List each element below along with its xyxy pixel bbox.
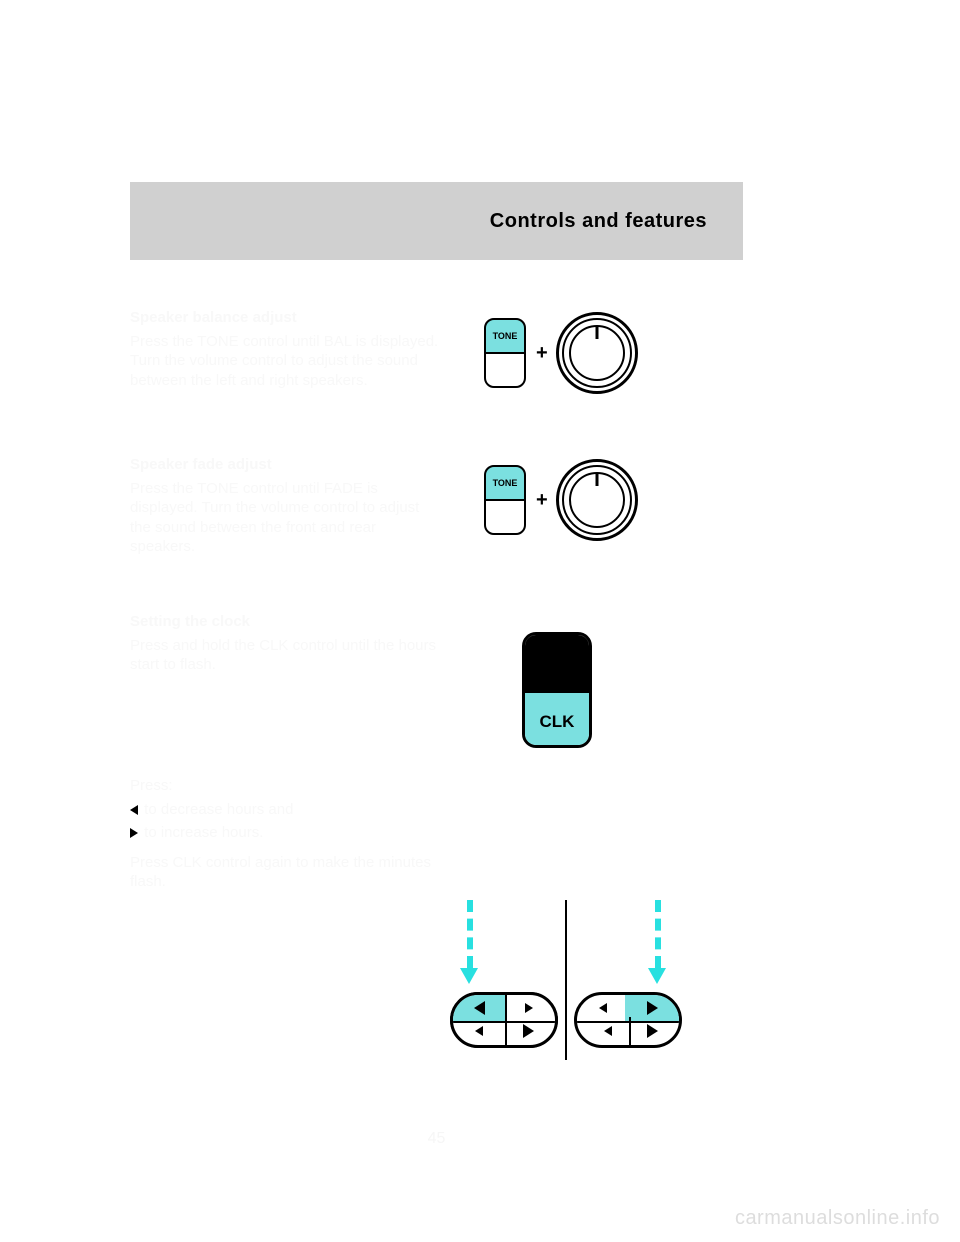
seek-line1: to decrease hours and <box>130 800 440 820</box>
seek-decrease-text: to decrease hours and <box>144 801 293 818</box>
volume-knob-icon <box>556 312 638 394</box>
watermark: carmanualsonline.info <box>735 1207 940 1230</box>
manual-page: Controls and features Speaker balance ad… <box>130 182 743 260</box>
tone-button: TONE <box>484 318 526 388</box>
balance-heading: Speaker balance adjust <box>130 308 440 328</box>
section-fade: Speaker fade adjust Press the TONE contr… <box>130 455 743 561</box>
clk-button-graphic: CLK <box>522 632 592 748</box>
section-header: Controls and features <box>130 182 743 260</box>
clk-button: CLK <box>522 632 592 748</box>
clock-text: Setting the clock Press and hold the CLK… <box>130 612 440 675</box>
triangle-right-icon <box>523 1024 534 1038</box>
fade-text: Speaker fade adjust Press the TONE contr… <box>130 455 440 557</box>
tone-button-bottom <box>484 499 526 535</box>
seek-press: Press: <box>130 776 440 796</box>
triangle-left-icon <box>130 805 138 815</box>
seek-increase-text: to increase hours. <box>144 824 263 841</box>
seek-line2: to increase hours. <box>130 823 440 843</box>
seek-graphic <box>446 900 686 1060</box>
arrow-down-right-icon <box>654 900 662 984</box>
section-balance: Speaker balance adjust Press the TONE co… <box>130 308 743 394</box>
balance-text: Speaker balance adjust Press the TONE co… <box>130 308 440 390</box>
seek-pill-right <box>574 992 682 1048</box>
tone-button-top: TONE <box>484 318 526 354</box>
tone-button-top: TONE <box>484 465 526 501</box>
triangle-left-filled-icon <box>474 1001 485 1015</box>
triangle-right-filled-icon <box>647 1001 658 1015</box>
arrow-down-left-icon <box>466 900 474 984</box>
tone-button-bottom <box>484 352 526 388</box>
fade-body: Press the TONE control until FADE is dis… <box>130 479 440 557</box>
clock-heading: Setting the clock <box>130 612 440 632</box>
plus-icon: + <box>536 489 548 512</box>
volume-knob-icon <box>556 459 638 541</box>
clk-button-top <box>525 635 589 693</box>
seek-text: Press: to decrease hours and to increase… <box>130 776 440 892</box>
tone-button: TONE <box>484 465 526 535</box>
divider-line <box>565 900 567 1060</box>
balance-body: Press the TONE control until BAL is disp… <box>130 332 440 391</box>
tone-label: TONE <box>493 331 518 341</box>
clk-label: CLK <box>540 712 575 732</box>
seek-pill-left-clean <box>450 992 558 1048</box>
page-number: 45 <box>428 1130 446 1148</box>
section-seek: Press: to decrease hours and to increase… <box>130 776 743 1056</box>
clk-button-bottom: CLK <box>525 693 589 748</box>
section-clock: Setting the clock Press and hold the CLK… <box>130 612 743 679</box>
triangle-right-icon <box>130 828 138 838</box>
tone-label: TONE <box>493 478 518 488</box>
header-title: Controls and features <box>490 210 707 233</box>
seek-body4: Press CLK control again to make the minu… <box>130 853 440 892</box>
plus-icon: + <box>536 342 548 365</box>
clock-body1: Press and hold the CLK control until the… <box>130 636 440 675</box>
fade-heading: Speaker fade adjust <box>130 455 440 475</box>
triangle-right-icon <box>647 1024 658 1038</box>
